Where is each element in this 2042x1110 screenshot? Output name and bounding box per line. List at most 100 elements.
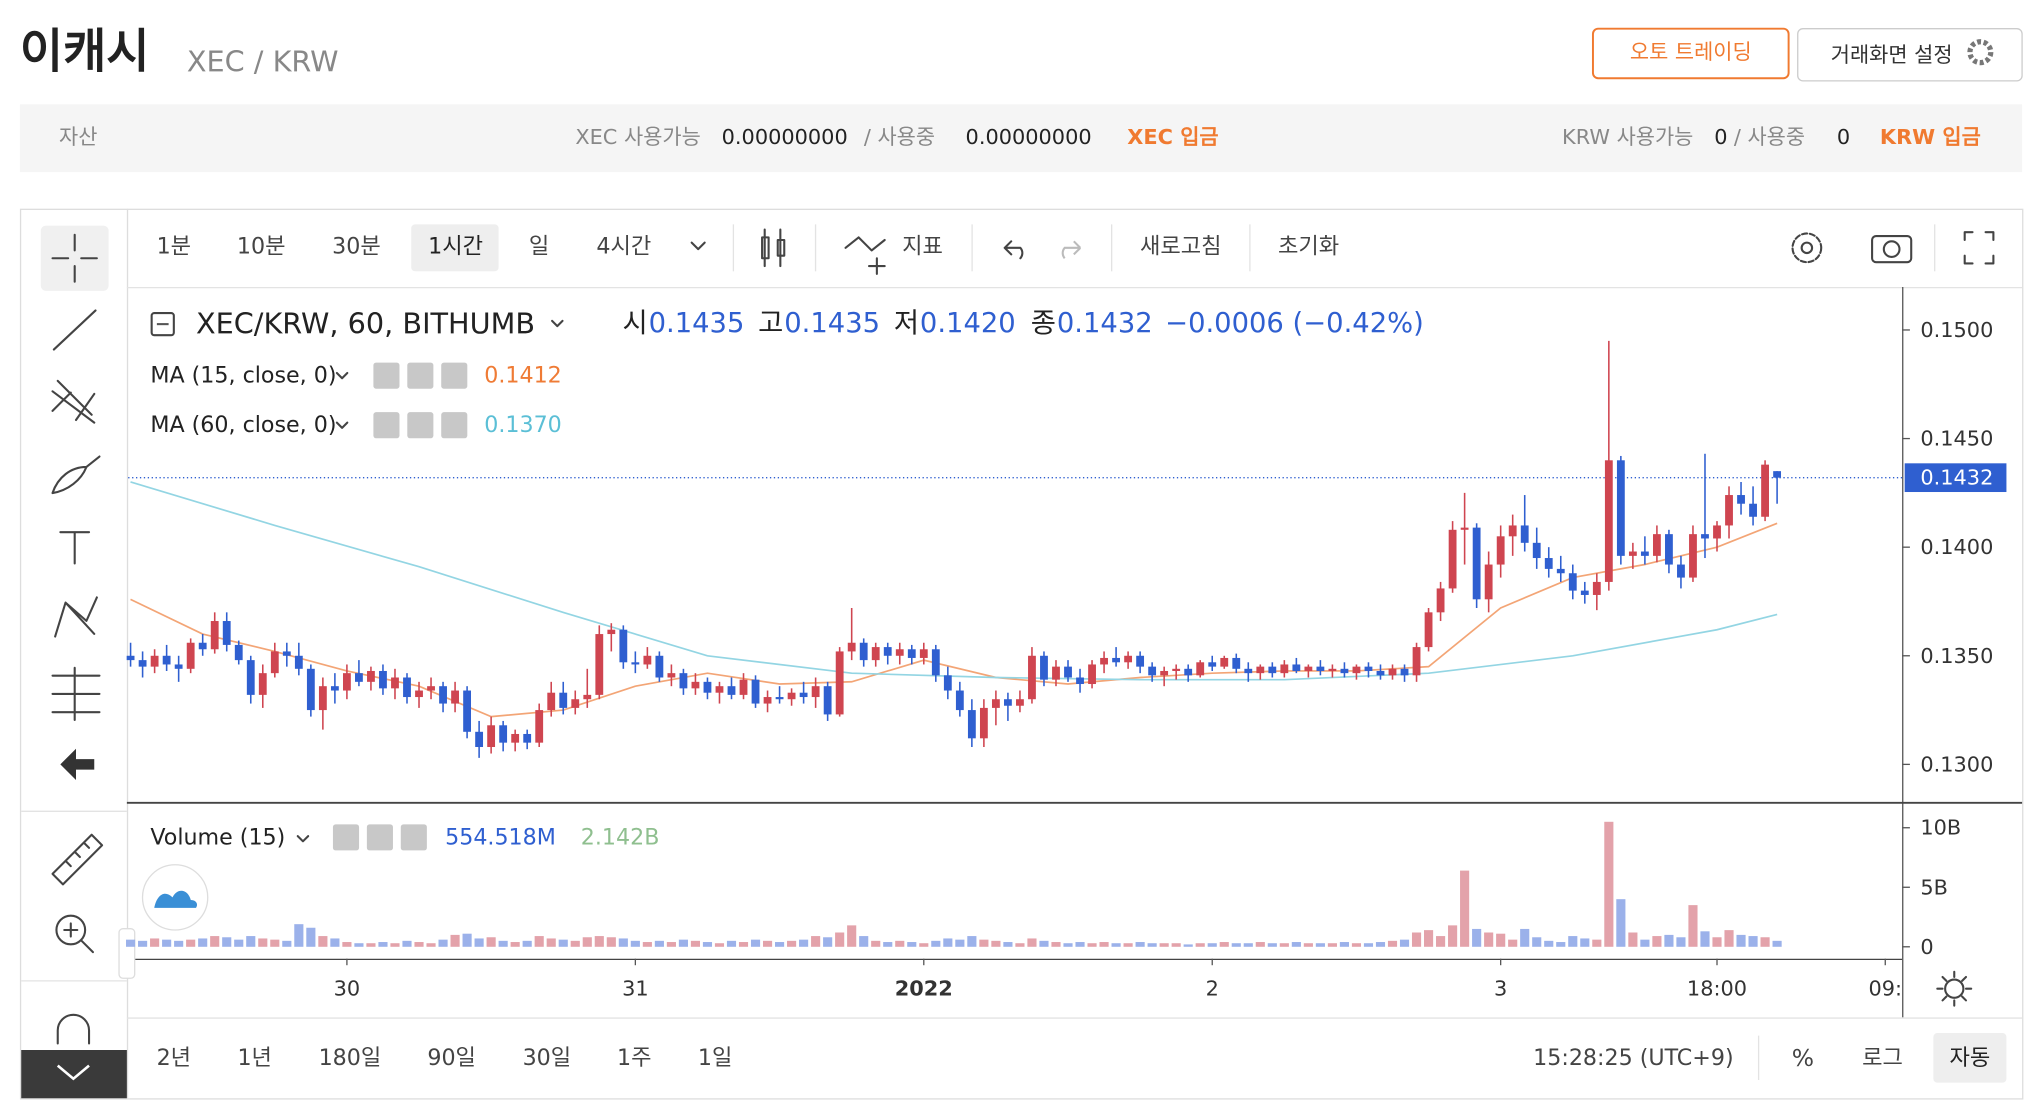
- drawing-tools[interactable]: [21, 225, 127, 1099]
- indicators[interactable]: 지표: [902, 234, 943, 260]
- interval[interactable]: 30분: [332, 234, 381, 260]
- range[interactable]: 2년: [157, 1045, 191, 1071]
- xec-available: 0.00000000: [722, 125, 848, 149]
- volume-action[interactable]: [332, 824, 360, 851]
- candle-body: [799, 692, 808, 698]
- undo-icon[interactable]: [1003, 240, 1024, 260]
- ohlc-label: 종: [1031, 308, 1056, 339]
- candle-body: [1592, 581, 1601, 595]
- candle-body: [1725, 495, 1733, 526]
- time-axis-settings-rays[interactable]: [1936, 970, 1973, 1007]
- candle-body: [1232, 657, 1241, 669]
- range[interactable]: 90일: [427, 1045, 476, 1071]
- candle-body: [1448, 529, 1457, 589]
- button-frame[interactable]: [1591, 27, 1790, 80]
- gear-icon[interactable]: [1967, 39, 1994, 66]
- ruler-icon[interactable]: [51, 833, 104, 886]
- volume-action[interactable]: [400, 824, 427, 851]
- tool-selected[interactable]: [40, 225, 109, 291]
- candle-body: [1532, 542, 1541, 559]
- ma-chevron[interactable]: [335, 372, 349, 380]
- auto-trading-button[interactable]: 오토 트레이딩: [1591, 27, 1790, 80]
- zoom-icon[interactable]: [55, 914, 87, 946]
- indicator-icon[interactable]: [844, 236, 886, 275]
- percent-toggle[interactable]: %: [1792, 1044, 1814, 1072]
- ma-action[interactable]: [441, 412, 468, 439]
- candle-body: [1244, 668, 1253, 674]
- range[interactable]: 1일: [698, 1045, 732, 1071]
- magnet-icon[interactable]: [56, 1013, 91, 1045]
- volume-bar: [847, 925, 857, 947]
- ma-action[interactable]: [373, 412, 400, 439]
- interval[interactable]: 1시간: [428, 234, 483, 260]
- line-icon[interactable]: [52, 309, 97, 351]
- candle-style-icon[interactable]: [761, 228, 786, 268]
- volume-bar: [318, 936, 328, 947]
- interval-chevron[interactable]: [690, 241, 706, 251]
- candle-body: [871, 647, 880, 661]
- volume-bar: [1580, 938, 1590, 947]
- candle-body: [835, 651, 844, 715]
- chart-settings-icon-core[interactable]: [1800, 241, 1814, 255]
- zoom-plus[interactable]: [63, 922, 94, 954]
- log-toggle[interactable]: 로그: [1862, 1045, 1903, 1071]
- krw-deposit[interactable]: KRW 입금: [1880, 125, 1981, 149]
- crosshair-icon[interactable]: [51, 233, 98, 283]
- pattern-icon[interactable]: [54, 596, 98, 638]
- fork-icon[interactable]: [51, 379, 96, 424]
- camera-icon[interactable]: [1871, 235, 1913, 264]
- interval[interactable]: 일: [529, 234, 549, 260]
- auto-toggle[interactable]: 자동: [1950, 1045, 1991, 1071]
- back-icon[interactable]: [60, 748, 95, 780]
- collapse-legend[interactable]: [150, 312, 175, 337]
- volume-bar: [654, 940, 664, 947]
- volume-bar: [787, 940, 797, 947]
- refresh[interactable]: 새로고침: [1140, 234, 1222, 260]
- interval[interactable]: 4시간: [596, 234, 651, 260]
- camera-lens[interactable]: [1882, 240, 1901, 258]
- volume-bar: [1616, 899, 1626, 947]
- range[interactable]: 180일: [319, 1045, 382, 1071]
- fullscreen-icon[interactable]: [1963, 231, 1995, 265]
- ma-action[interactable]: [407, 362, 434, 389]
- volume-bar: [1099, 942, 1109, 947]
- ma-action[interactable]: [373, 362, 400, 389]
- interval[interactable]: 10분: [237, 234, 286, 260]
- ma-chevron[interactable]: [335, 421, 349, 429]
- time-axis-settings[interactable]: [1944, 978, 1965, 999]
- volume-bar: [678, 939, 688, 947]
- text-icon[interactable]: [59, 531, 91, 565]
- ma-action[interactable]: [441, 362, 468, 389]
- button-label[interactable]: 거래화면 설정: [1831, 43, 1953, 67]
- candle-body: [198, 642, 207, 650]
- auto-selected[interactable]: [1933, 1033, 2007, 1083]
- interval[interactable]: 1분: [157, 234, 191, 260]
- volume-bar: [1075, 942, 1085, 947]
- button-frame[interactable]: [1797, 28, 2023, 82]
- chart-settings-icon[interactable]: [1791, 232, 1823, 264]
- measure-icon[interactable]: [51, 666, 101, 722]
- collapse-button[interactable]: [21, 1050, 127, 1099]
- reset[interactable]: 초기화: [1278, 234, 1339, 260]
- volume-bar: [642, 942, 652, 947]
- volume-bar: [1544, 940, 1554, 947]
- range[interactable]: 30일: [523, 1045, 572, 1071]
- volume-bar: [1231, 943, 1241, 947]
- candle-body: [342, 673, 351, 691]
- collapse-chevron[interactable]: [56, 1064, 90, 1081]
- settings-button[interactable]: 거래화면 설정: [1797, 28, 2023, 82]
- volume-chevron[interactable]: [296, 835, 310, 843]
- ma-action[interactable]: [407, 412, 434, 439]
- volume-action[interactable]: [366, 824, 393, 851]
- scroll-handle[interactable]: [118, 928, 136, 979]
- symbol-chevron[interactable]: [551, 319, 564, 328]
- button-label[interactable]: 오토 트레이딩: [1630, 40, 1752, 64]
- xec-deposit[interactable]: XEC 입금: [1127, 125, 1218, 149]
- range[interactable]: 1년: [237, 1045, 271, 1071]
- candle-body: [427, 686, 435, 691]
- volume-bar: [414, 942, 424, 947]
- interval-selected[interactable]: [411, 224, 499, 272]
- brush-icon[interactable]: [51, 455, 101, 495]
- redo-icon[interactable]: [1061, 240, 1082, 259]
- range[interactable]: 1주: [617, 1045, 651, 1071]
